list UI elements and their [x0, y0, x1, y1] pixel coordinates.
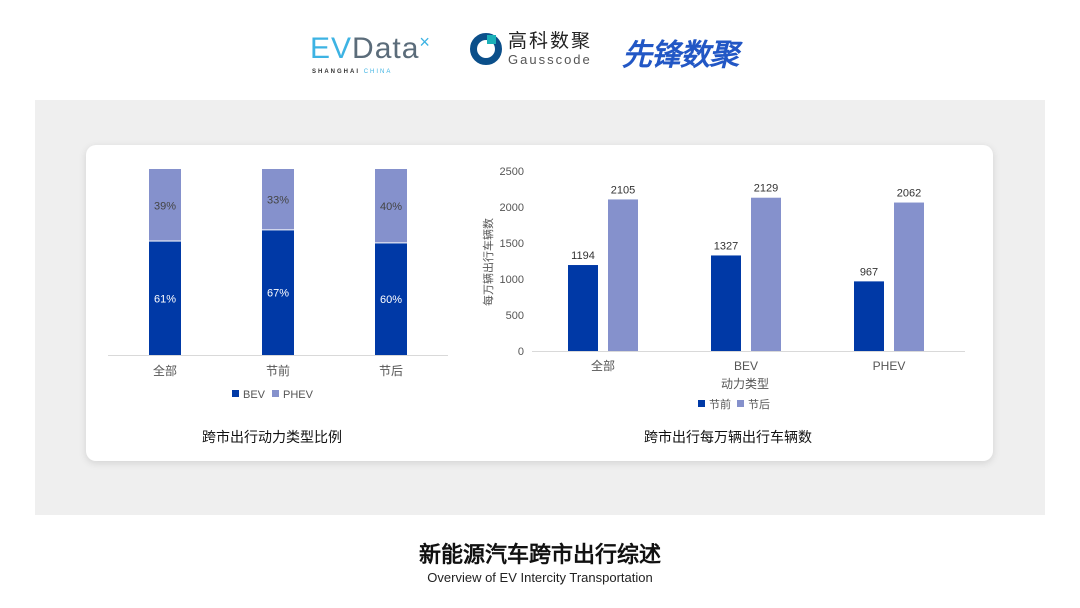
page-title: 新能源汽车跨市出行综述 [418, 543, 661, 568]
logo-bar: EVData× SHANGHAI CHINA 高科数聚 Gausscode 先锋数… [0, 22, 1080, 82]
data-label-after: 2062 [897, 188, 921, 200]
data-label-bev: 67% [267, 288, 289, 300]
bar-phev [262, 169, 294, 230]
data-label-before: 1327 [714, 240, 738, 252]
page-subtitle: Overview of EV Intercity Transportation [427, 570, 653, 585]
gausscode-logo: 高科数聚 Gausscode [470, 32, 592, 66]
gausscode-en: Gausscode [508, 52, 592, 67]
data-label-phev: 39% [154, 200, 176, 212]
bar-after [608, 199, 638, 351]
x-tick-label: 全部 [153, 363, 177, 378]
chart-title: 跨市出行动力类型比例 [202, 429, 342, 445]
gausscode-cn: 高科数聚 [508, 30, 593, 52]
chart-title: 跨市出行每万辆出行车辆数 [644, 429, 812, 445]
y-tick-label: 2500 [500, 166, 524, 178]
legend-label-before: 节前 [709, 397, 731, 411]
x-axis-title: 动力类型 [721, 377, 769, 391]
gausscode-mark-icon [470, 33, 502, 65]
x-tick-label: 全部 [591, 358, 615, 373]
x-tick-label: BEV [734, 359, 758, 373]
bar-before [711, 255, 741, 351]
data-label-phev: 33% [267, 195, 289, 207]
bar-after [751, 197, 781, 351]
legend-swatch-before [698, 400, 705, 407]
legend-swatch-after [737, 400, 744, 407]
legend-label-bev: BEV [243, 389, 266, 401]
chart-card [86, 145, 993, 461]
data-label-after: 2129 [754, 183, 778, 195]
y-tick-label: 1000 [500, 274, 524, 286]
evdata-logo: EVData× SHANGHAI CHINA [310, 32, 431, 75]
bar-before [568, 265, 598, 351]
bar-phev [149, 169, 181, 241]
x-tick-label: 节前 [266, 363, 290, 378]
data-label-phev: 40% [380, 201, 402, 213]
data-label-after: 2105 [611, 184, 635, 196]
data-label-bev: 61% [154, 293, 176, 305]
y-tick-label: 1500 [500, 238, 524, 250]
bar-bev [375, 243, 407, 355]
legend-label-after: 节后 [748, 398, 770, 411]
bar-bev [149, 241, 181, 355]
x-tick-label: 节后 [379, 364, 403, 378]
bar-bev [262, 230, 294, 355]
x-tick-label: PHEV [873, 359, 906, 373]
xianfeng-logo: 先锋数聚 [622, 38, 739, 73]
y-tick-label: 0 [518, 346, 524, 358]
legend-swatch-phev [272, 390, 279, 397]
y-tick-label: 500 [506, 310, 524, 322]
legend-swatch-bev [232, 390, 239, 397]
data-label-before: 1194 [571, 250, 595, 262]
data-label-before: 967 [860, 266, 878, 278]
y-tick-label: 2000 [500, 202, 524, 214]
legend-label-phev: PHEV [283, 389, 314, 401]
bar-phev [375, 169, 407, 243]
y-axis-title: 每万辆出行车辆数 [481, 218, 495, 306]
data-label-bev: 60% [380, 294, 402, 306]
bar-after [894, 202, 924, 351]
bar-before [854, 281, 884, 351]
